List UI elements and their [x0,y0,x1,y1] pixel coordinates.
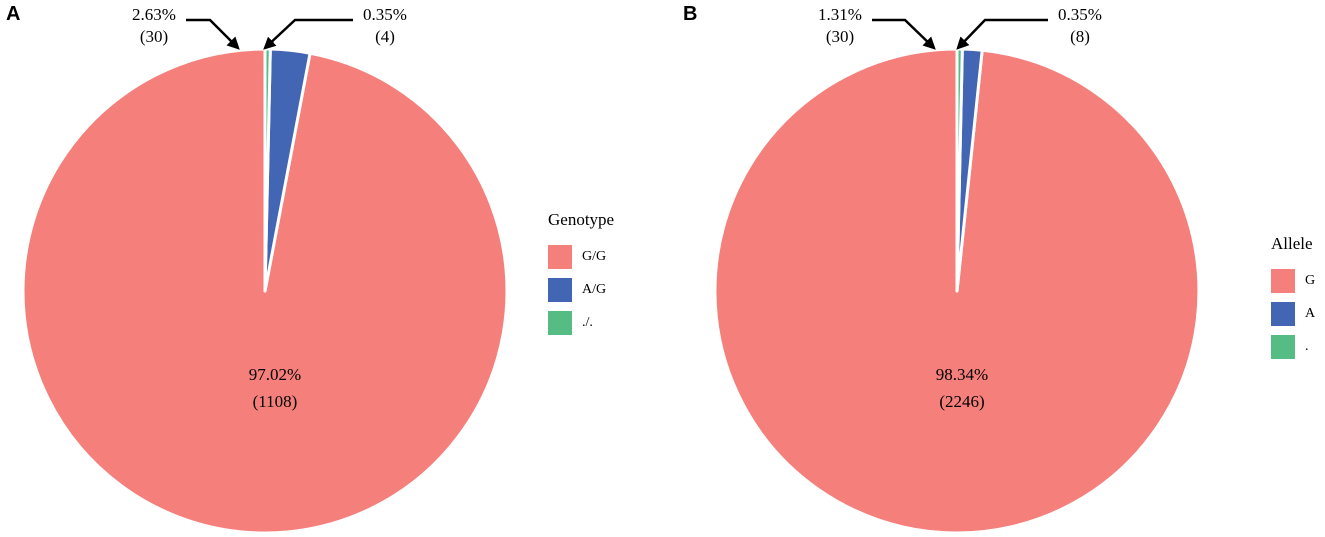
slice-count-label: (4) [375,27,395,46]
panel-label-b: B [683,3,698,25]
pie-chart-allele: 98.34% (2246) 1.31% (30) 0.35% (8) [713,5,1201,535]
callout-arrow [263,18,353,50]
legend-item-missing: ./. [548,306,614,339]
legend-item-missing: . [1271,330,1315,363]
legend-title: Allele [1271,234,1313,253]
legend-title: Genotype [548,210,615,229]
pie-chart-genotype: 97.02% (1108) 2.63% (30) 0.35% (4) [21,5,509,535]
legend-swatch [548,244,572,269]
legend-label: A/G [582,281,607,297]
slice-count-label: (30) [826,27,854,46]
slice-percent-label: 0.35% [363,5,407,24]
legend-label: ./. [582,314,593,330]
panel-label-a: A [6,3,21,25]
slice-count-label: (2246) [939,392,984,411]
legend-swatch [1271,268,1295,293]
legend-swatch [548,310,572,335]
slice-percent-label: 98.34% [936,365,988,384]
slice-count-label: (1108) [253,392,298,411]
legend-item-ag: A/G [548,273,614,306]
slice-percent-label: 0.35% [1058,5,1102,24]
legend-swatch [548,277,572,302]
legend-genotype: Genotype G/G A/G ./. [548,210,614,339]
slice-percent-label: 1.31% [818,5,862,24]
legend-swatch [1271,334,1295,359]
slice-count-label: (8) [1070,27,1090,46]
legend-allele: Allele G A . [1271,234,1315,363]
legend-label: G [1305,272,1316,288]
legend-label: G/G [582,248,607,264]
legend-item-g: G [1271,264,1315,297]
slice-percent-label: 2.63% [132,5,176,24]
legend-item-a: A [1271,297,1315,330]
legend-label: A [1305,305,1316,321]
callout-arrow [186,18,240,50]
callout-arrow [872,18,936,50]
legend-swatch [1271,301,1295,326]
slice-count-label: (30) [140,27,168,46]
callout-arrow [956,18,1048,50]
legend-label: . [1305,338,1309,354]
slice-percent-label: 97.02% [249,365,301,384]
legend-item-gg: G/G [548,240,614,273]
